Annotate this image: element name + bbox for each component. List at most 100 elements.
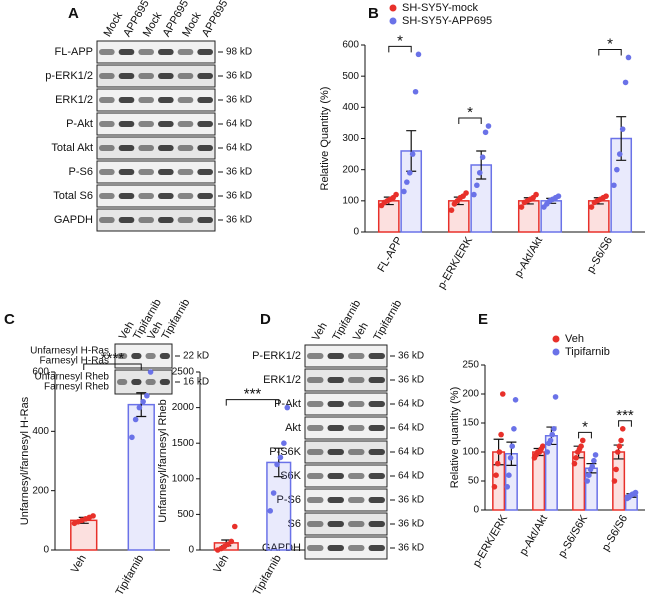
data-point <box>579 437 586 444</box>
x-tick-label: p-S6/S6 <box>600 513 630 553</box>
band <box>177 169 194 175</box>
band <box>138 193 154 199</box>
band <box>197 145 213 151</box>
x-tick-label: p-ERK/ERK <box>436 234 476 291</box>
y-tick-label: 200 <box>462 389 479 400</box>
significance-label: * <box>467 104 473 121</box>
marker-label: 36 kD <box>398 519 424 530</box>
data-point <box>551 426 557 432</box>
row-label: Farnesyl H-Ras <box>40 356 109 367</box>
data-point <box>591 457 597 464</box>
data-point <box>632 489 639 496</box>
band <box>307 473 324 479</box>
marker-label: 64 kD <box>226 119 252 130</box>
blot-row <box>304 512 388 536</box>
y-tick-label: 1500 <box>172 438 195 449</box>
row-label: Total S6 <box>53 190 93 202</box>
data-point <box>471 191 477 198</box>
data-point <box>614 166 620 173</box>
data-point <box>409 151 416 157</box>
y-tick-label: 600 <box>32 367 49 378</box>
band <box>99 97 115 103</box>
data-point <box>619 426 626 432</box>
blot-row <box>304 392 388 416</box>
band <box>138 73 154 79</box>
blot-row <box>96 40 216 64</box>
data-point <box>491 484 498 490</box>
data-point <box>506 472 512 479</box>
legend-label: Veh <box>565 333 584 345</box>
band <box>158 73 174 79</box>
legend-label: Tipifarnib <box>565 346 610 358</box>
significance-label: **** <box>101 350 125 367</box>
x-tick-label: p-Akt/Akt <box>512 235 545 280</box>
band <box>197 49 213 55</box>
significance-bracket <box>458 117 482 125</box>
panel-letter: A <box>68 5 79 22</box>
y-tick-label: 50 <box>468 476 480 487</box>
blot-row <box>96 112 216 136</box>
data-point <box>611 182 617 189</box>
band <box>158 193 174 199</box>
band <box>307 425 324 431</box>
bar <box>127 403 155 551</box>
band <box>99 169 115 175</box>
data-point <box>231 523 238 530</box>
band <box>118 193 135 199</box>
band <box>327 521 344 527</box>
data-point <box>616 151 623 157</box>
band <box>368 449 385 455</box>
x-tick-label: Veh <box>211 553 231 575</box>
band <box>327 473 344 479</box>
data-point <box>614 449 621 455</box>
marker-label: 36 kD <box>226 95 252 106</box>
marker-label: 64 kD <box>226 143 252 154</box>
band <box>99 49 115 55</box>
y-tick-label: 150 <box>462 418 479 429</box>
y-axis-label: Relative Quantity (%) <box>319 87 331 191</box>
marker-label: 36 kD <box>226 71 252 82</box>
band <box>159 379 170 385</box>
band <box>348 473 365 479</box>
blot-row <box>304 344 388 368</box>
data-point <box>603 193 609 199</box>
data-point <box>512 397 519 403</box>
band <box>158 217 174 223</box>
significance-bracket <box>618 420 632 427</box>
legend-swatch <box>389 4 397 12</box>
data-point <box>586 472 592 479</box>
y-tick-label: 200 <box>342 164 359 175</box>
band <box>158 145 174 151</box>
data-point <box>406 169 413 176</box>
data-point <box>401 188 407 195</box>
marker-label: 36 kD <box>398 375 424 386</box>
data-point <box>544 449 551 455</box>
lane-label: APP695 <box>200 0 231 39</box>
data-point <box>547 437 554 444</box>
marker-label: 36 kD <box>398 351 424 362</box>
bar <box>447 200 470 233</box>
band <box>177 97 194 103</box>
blot-row <box>304 416 388 440</box>
data-point <box>494 460 501 467</box>
data-point <box>485 123 492 129</box>
band <box>118 73 135 79</box>
band <box>368 377 385 383</box>
y-tick-label: 400 <box>32 426 49 437</box>
x-tick-label: p-ERK/ERK <box>471 512 511 569</box>
band <box>197 73 213 79</box>
data-point <box>616 443 623 450</box>
y-tick-label: 500 <box>342 71 359 82</box>
y-axis-label: Unfarnesyl/farnesyl Rheb <box>157 399 169 523</box>
significance-label: *** <box>244 386 262 403</box>
data-point <box>393 191 399 198</box>
data-point <box>147 369 154 375</box>
band <box>118 121 135 127</box>
band <box>138 217 154 223</box>
marker-label: 36 kD <box>226 167 252 178</box>
marker-label: 64 kD <box>398 447 424 458</box>
data-point <box>511 426 517 432</box>
blot-row <box>96 208 216 232</box>
lane-label: Tipifarnib <box>160 297 193 342</box>
band <box>159 353 170 359</box>
